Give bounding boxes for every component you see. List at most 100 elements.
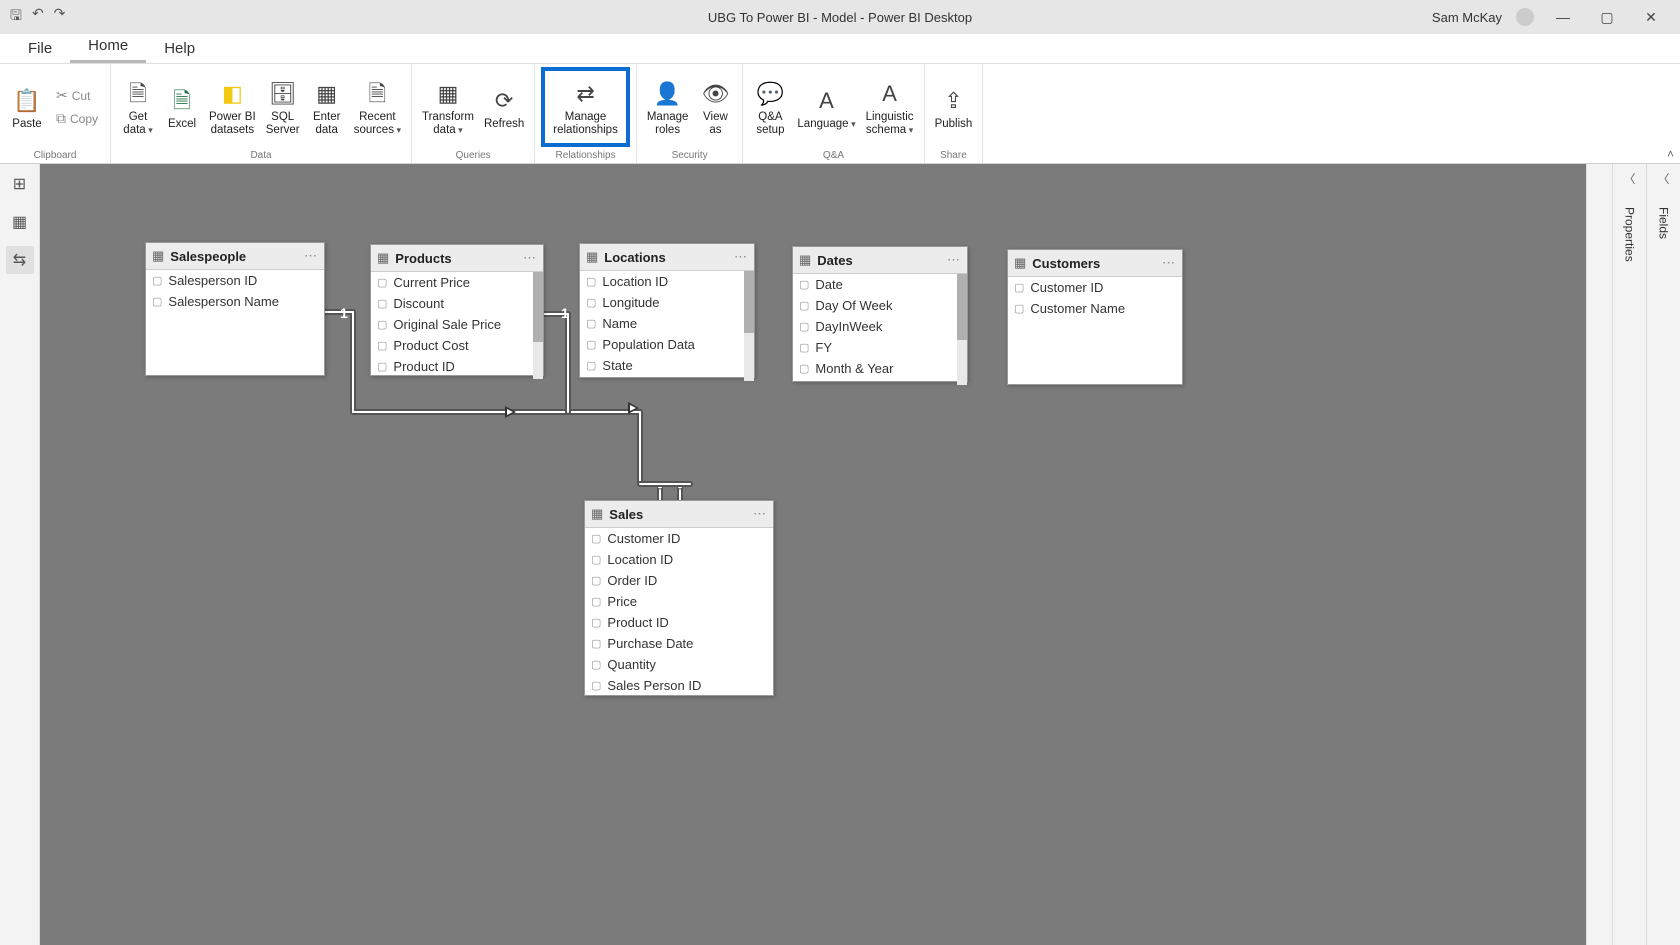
table-field[interactable]: ▢Customer Name xyxy=(1008,298,1182,319)
manage-relationships-button[interactable]: ⇄Manage relationships xyxy=(541,67,630,146)
table-header[interactable]: ▦Products⋯ xyxy=(371,245,543,272)
user-name[interactable]: Sam McKay xyxy=(1432,10,1502,25)
table-field[interactable]: ▢Longitude xyxy=(580,292,754,313)
table-more-button[interactable]: ⋯ xyxy=(734,249,748,265)
table-field[interactable]: ▢Sales Person ID xyxy=(585,675,773,696)
save-icon[interactable]: 🖫 xyxy=(10,5,22,29)
table-field[interactable]: ▢DayInWeek xyxy=(793,316,967,337)
manage-roles-button[interactable]: 👤Manage roles xyxy=(643,75,693,138)
table-field[interactable]: ▢Current Price xyxy=(371,272,543,293)
ribbon-collapse-button[interactable]: ˄ xyxy=(1667,147,1674,161)
recent-sources-button[interactable]: 🗎Recent sources xyxy=(350,75,405,138)
ribbon-group-share: ⇪Publish Share xyxy=(925,64,984,163)
fields-label[interactable]: Fields xyxy=(1657,207,1671,239)
linguistic-schema-button[interactable]: ALinguistic schema xyxy=(862,75,918,138)
cut-button[interactable]: ✂Cut xyxy=(52,85,102,106)
table-field[interactable]: ▢Product ID xyxy=(371,356,543,377)
undo-icon[interactable]: ↶ xyxy=(32,5,44,29)
get-data-button[interactable]: 🗎Get data xyxy=(117,75,159,138)
minimize-button[interactable]: — xyxy=(1548,9,1578,25)
field-icon: ▢ xyxy=(586,275,596,288)
table-header[interactable]: ▦Sales⋯ xyxy=(585,501,773,528)
table-more-button[interactable]: ⋯ xyxy=(947,252,961,268)
sql-server-button[interactable]: 🗄SQL Server xyxy=(262,75,304,138)
table-icon: ▦ xyxy=(152,248,164,264)
tab-file[interactable]: File xyxy=(10,34,70,63)
view-as-button[interactable]: 👁View as xyxy=(694,75,736,138)
table-field[interactable]: ▢Salesperson ID xyxy=(146,270,324,291)
table-field[interactable]: ▢Location ID xyxy=(585,549,773,570)
table-scrollbar[interactable] xyxy=(744,271,754,381)
table-card-dates[interactable]: ▦Dates⋯▢Date▢Day Of Week▢DayInWeek▢FY▢Mo… xyxy=(792,246,968,382)
table-field[interactable]: ▢Customer ID xyxy=(1008,277,1182,298)
left-view-rail: ⊞ ▦ ⇆ xyxy=(0,164,40,945)
properties-label[interactable]: Properties xyxy=(1623,207,1637,262)
refresh-button[interactable]: ⟳Refresh xyxy=(480,82,528,133)
restore-button[interactable]: ▢ xyxy=(1592,9,1622,26)
table-field[interactable]: ▢Product ID xyxy=(585,612,773,633)
table-more-button[interactable]: ⋯ xyxy=(753,506,767,522)
table-header[interactable]: ▦Salespeople⋯ xyxy=(146,243,324,270)
group-label: Security xyxy=(637,150,743,163)
excel-button[interactable]: 🗎Excel xyxy=(161,82,203,133)
enter-data-button[interactable]: ▦Enter data xyxy=(306,75,348,138)
table-field[interactable]: ▢Order ID xyxy=(585,570,773,591)
redo-icon[interactable]: ↷ xyxy=(54,5,66,29)
expand-properties-button[interactable]: 〈 xyxy=(1623,170,1635,187)
table-scrollbar[interactable] xyxy=(957,274,967,385)
field-icon: ▢ xyxy=(1014,302,1024,315)
paste-button[interactable]: 📋 Paste xyxy=(6,82,48,133)
user-avatar-icon[interactable] xyxy=(1516,8,1534,26)
table-field[interactable]: ▢Original Sale Price xyxy=(371,314,543,335)
field-icon: ▢ xyxy=(377,297,387,310)
table-field[interactable]: ▢Population Data xyxy=(580,334,754,355)
table-field[interactable]: ▢State Code xyxy=(580,376,754,381)
language-button[interactable]: ALanguage xyxy=(793,82,859,133)
field-icon: ▢ xyxy=(799,278,809,291)
table-field[interactable]: ▢Quantity xyxy=(585,654,773,675)
table-body: ▢Location ID▢Longitude▢Name▢Population D… xyxy=(580,271,754,381)
report-view-button[interactable]: ⊞ xyxy=(6,170,34,198)
close-button[interactable]: ✕ xyxy=(1636,9,1666,26)
expand-fields-button[interactable]: 〈 xyxy=(1657,170,1669,187)
table-scrollbar[interactable] xyxy=(533,272,543,379)
table-more-button[interactable]: ⋯ xyxy=(523,250,537,266)
table-field[interactable]: ▢Purchase Date xyxy=(585,633,773,654)
table-header[interactable]: ▦Dates⋯ xyxy=(793,247,967,274)
table-field[interactable]: ▢Day Of Week xyxy=(793,295,967,316)
table-card-locations[interactable]: ▦Locations⋯▢Location ID▢Longitude▢Name▢P… xyxy=(579,243,755,378)
model-canvas[interactable]: ▦Salespeople⋯▢Salesperson ID▢Salesperson… xyxy=(40,164,1586,945)
table-field[interactable]: ▢Price xyxy=(585,591,773,612)
table-field[interactable]: ▢Customer ID xyxy=(585,528,773,549)
table-field[interactable]: ▢FY xyxy=(793,337,967,358)
table-more-button[interactable]: ⋯ xyxy=(1162,255,1176,271)
transform-data-button[interactable]: ▦Transform data xyxy=(418,75,478,138)
table-field[interactable]: ▢Discount xyxy=(371,293,543,314)
table-field[interactable]: ▢Date xyxy=(793,274,967,295)
table-field[interactable]: ▢Name xyxy=(580,313,754,334)
tab-help[interactable]: Help xyxy=(146,34,213,63)
copy-button[interactable]: ⧉Copy xyxy=(52,108,102,129)
table-body: ▢Salesperson ID▢Salesperson Name xyxy=(146,270,324,379)
table-field[interactable]: ▢Product Cost xyxy=(371,335,543,356)
ribbon-group-data: 🗎Get data 🗎Excel ◧Power BI datasets 🗄SQL… xyxy=(111,64,412,163)
ribbon-group-security: 👤Manage roles 👁View as Security xyxy=(637,64,744,163)
tab-home[interactable]: Home xyxy=(70,31,146,63)
data-view-button[interactable]: ▦ xyxy=(6,208,34,236)
recent-sources-icon: 🗎 xyxy=(368,77,386,111)
pbi-datasets-button[interactable]: ◧Power BI datasets xyxy=(205,75,260,138)
table-card-customers[interactable]: ▦Customers⋯▢Customer ID▢Customer Name xyxy=(1007,249,1183,385)
table-field[interactable]: ▢Location ID xyxy=(580,271,754,292)
publish-button[interactable]: ⇪Publish xyxy=(931,82,977,133)
table-header[interactable]: ▦Customers⋯ xyxy=(1008,250,1182,277)
table-field[interactable]: ▢State xyxy=(580,355,754,376)
table-more-button[interactable]: ⋯ xyxy=(304,248,318,264)
qa-setup-button[interactable]: 💬Q&A setup xyxy=(749,75,791,138)
table-header[interactable]: ▦Locations⋯ xyxy=(580,244,754,271)
table-card-salespeople[interactable]: ▦Salespeople⋯▢Salesperson ID▢Salesperson… xyxy=(145,242,325,376)
table-field[interactable]: ▢Month & Year xyxy=(793,358,967,379)
table-field[interactable]: ▢Salesperson Name xyxy=(146,291,324,312)
model-view-button[interactable]: ⇆ xyxy=(6,246,34,274)
table-card-products[interactable]: ▦Products⋯▢Current Price▢Discount▢Origin… xyxy=(370,244,544,376)
table-card-sales[interactable]: ▦Sales⋯▢Customer ID▢Location ID▢Order ID… xyxy=(584,500,774,696)
